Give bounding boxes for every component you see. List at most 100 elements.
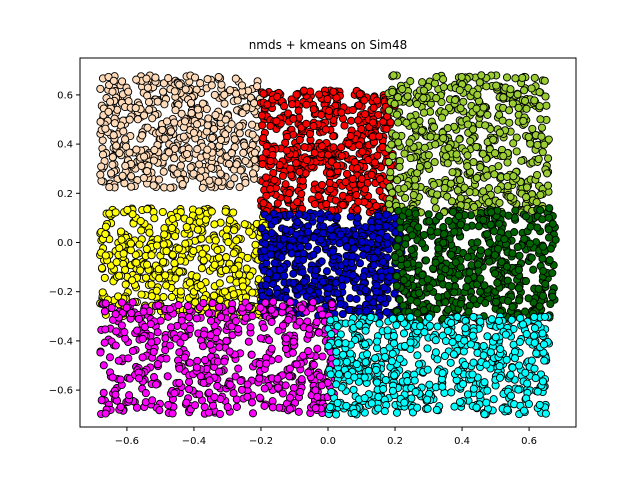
- data-point-cluster-3: [394, 138, 403, 147]
- data-point-cluster-8: [482, 360, 491, 369]
- data-point-cluster-3: [522, 193, 531, 202]
- data-point-cluster-8: [459, 347, 468, 356]
- data-point-cluster-8: [423, 344, 432, 353]
- data-point-cluster-1: [235, 122, 244, 131]
- data-point-cluster-3: [528, 124, 537, 133]
- data-point-cluster-1: [171, 106, 180, 115]
- data-point-cluster-3: [452, 150, 461, 159]
- data-point-cluster-2: [266, 156, 275, 166]
- data-point-cluster-3: [393, 93, 403, 102]
- data-point-cluster-8: [475, 391, 484, 400]
- data-point-cluster-5: [348, 252, 357, 261]
- data-point-cluster-8: [443, 326, 452, 335]
- data-point-cluster-1: [109, 131, 118, 140]
- data-point-cluster-4: [251, 240, 260, 249]
- data-point-cluster-3: [429, 123, 439, 132]
- data-point-cluster-6: [392, 281, 401, 290]
- data-point-cluster-6: [420, 230, 429, 240]
- data-point-cluster-7: [256, 303, 265, 312]
- data-point-cluster-6: [485, 238, 494, 248]
- data-point-cluster-3: [489, 135, 498, 144]
- data-point-cluster-8: [510, 354, 519, 363]
- data-point-cluster-7: [99, 388, 108, 397]
- data-point-cluster-5: [272, 272, 281, 281]
- data-point-cluster-1: [125, 148, 134, 157]
- data-point-cluster-2: [297, 189, 306, 198]
- data-point-cluster-1: [239, 148, 248, 157]
- data-point-cluster-5: [333, 213, 342, 222]
- data-point-cluster-1: [98, 136, 107, 145]
- data-point-cluster-2: [354, 116, 363, 125]
- data-point-cluster-6: [407, 245, 416, 254]
- data-point-cluster-2: [357, 124, 366, 134]
- data-point-cluster-4: [222, 225, 231, 234]
- data-point-cluster-7: [305, 324, 314, 333]
- data-point-cluster-6: [435, 212, 444, 221]
- data-point-cluster-6: [413, 309, 422, 318]
- data-point-cluster-1: [241, 156, 250, 166]
- data-point-cluster-2: [367, 170, 376, 179]
- data-point-cluster-8: [466, 340, 475, 349]
- data-point-cluster-8: [535, 400, 544, 409]
- data-point-cluster-2: [348, 174, 357, 183]
- data-point-cluster-6: [529, 265, 538, 274]
- data-point-cluster-7: [327, 300, 336, 309]
- data-point-cluster-2: [337, 143, 346, 152]
- data-point-cluster-7: [232, 402, 241, 411]
- data-point-cluster-5: [382, 221, 391, 231]
- data-point-cluster-2: [368, 118, 378, 127]
- data-point-cluster-6: [425, 283, 434, 292]
- data-point-cluster-8: [341, 339, 350, 348]
- data-point-cluster-7: [206, 316, 216, 325]
- data-point-cluster-8: [514, 385, 523, 394]
- data-point-cluster-2: [302, 119, 311, 128]
- data-point-cluster-8: [508, 363, 517, 372]
- data-point-cluster-8: [339, 350, 348, 359]
- data-point-cluster-1: [124, 87, 133, 96]
- data-point-cluster-2: [375, 132, 384, 141]
- data-point-cluster-7: [139, 307, 148, 316]
- data-point-cluster-7: [286, 298, 295, 307]
- data-point-cluster-4: [245, 227, 254, 236]
- data-point-cluster-6: [421, 256, 431, 265]
- data-point-cluster-8: [423, 404, 432, 413]
- data-point-cluster-1: [232, 160, 241, 169]
- data-point-cluster-6: [456, 220, 465, 229]
- y-tick-label: −0.6: [49, 386, 73, 397]
- data-point-cluster-8: [400, 398, 409, 407]
- data-point-cluster-8: [503, 405, 512, 414]
- data-point-cluster-7: [198, 342, 207, 351]
- data-point-cluster-2: [280, 102, 289, 111]
- data-point-cluster-6: [539, 266, 548, 275]
- data-point-cluster-7: [265, 336, 274, 345]
- data-point-cluster-2: [317, 180, 327, 190]
- data-point-cluster-1: [203, 145, 212, 154]
- data-point-cluster-8: [440, 351, 449, 361]
- data-point-cluster-8: [396, 313, 405, 323]
- data-point-cluster-6: [514, 284, 523, 293]
- data-point-cluster-2: [288, 100, 297, 109]
- data-point-cluster-3: [469, 125, 478, 134]
- data-point-cluster-1: [193, 105, 202, 114]
- data-point-cluster-6: [401, 240, 410, 249]
- data-point-cluster-7: [117, 298, 126, 307]
- data-point-cluster-6: [413, 297, 422, 307]
- y-tick-label: 0.0: [57, 238, 73, 249]
- data-point-cluster-3: [472, 173, 481, 182]
- data-point-cluster-6: [524, 294, 533, 303]
- data-point-cluster-1: [121, 135, 130, 144]
- data-point-cluster-5: [317, 257, 326, 266]
- data-point-cluster-7: [282, 334, 291, 343]
- data-point-cluster-5: [379, 257, 388, 266]
- data-point-cluster-4: [167, 292, 176, 302]
- data-point-cluster-4: [132, 258, 141, 267]
- data-point-cluster-1: [186, 163, 195, 172]
- data-point-cluster-7: [318, 352, 327, 361]
- data-point-cluster-8: [349, 385, 358, 394]
- x-tick-label: 0.6: [521, 436, 537, 447]
- data-point-cluster-3: [484, 198, 493, 207]
- data-point-cluster-4: [229, 290, 238, 299]
- data-point-cluster-3: [386, 168, 395, 177]
- data-point-cluster-6: [432, 305, 441, 314]
- data-point-cluster-1: [233, 96, 242, 105]
